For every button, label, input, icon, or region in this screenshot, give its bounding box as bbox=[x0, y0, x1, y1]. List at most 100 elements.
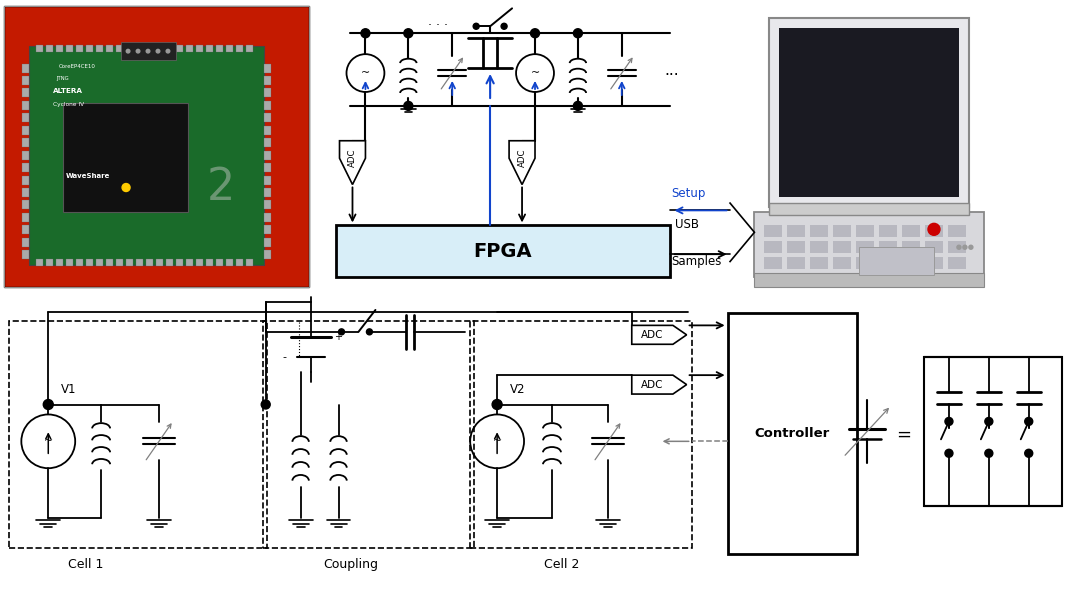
Bar bbox=[23, 238, 29, 247]
Bar bbox=[769, 204, 969, 216]
Text: Samples: Samples bbox=[672, 255, 723, 268]
Bar bbox=[226, 259, 233, 266]
Bar bbox=[23, 139, 29, 147]
Text: Coupling: Coupling bbox=[323, 558, 378, 571]
Bar bbox=[780, 28, 959, 198]
Bar bbox=[96, 259, 103, 266]
Bar bbox=[77, 259, 83, 266]
Bar bbox=[264, 88, 271, 97]
Bar bbox=[23, 150, 29, 159]
Bar bbox=[765, 225, 782, 237]
Text: Setup: Setup bbox=[672, 187, 706, 201]
Circle shape bbox=[969, 245, 973, 249]
Text: ALTERA: ALTERA bbox=[53, 88, 83, 94]
Circle shape bbox=[404, 101, 413, 110]
Bar bbox=[64, 103, 188, 213]
Circle shape bbox=[338, 329, 345, 335]
Text: USB: USB bbox=[675, 219, 699, 231]
Bar bbox=[176, 45, 183, 52]
Bar bbox=[879, 241, 897, 253]
Bar bbox=[810, 225, 828, 237]
Bar bbox=[186, 45, 193, 52]
Circle shape bbox=[166, 50, 170, 53]
Bar bbox=[765, 241, 782, 253]
Circle shape bbox=[963, 245, 967, 249]
Bar bbox=[264, 238, 271, 247]
Circle shape bbox=[136, 50, 139, 53]
Bar bbox=[176, 259, 183, 266]
Bar bbox=[23, 76, 29, 85]
Bar bbox=[166, 259, 173, 266]
Bar bbox=[226, 45, 233, 52]
Bar bbox=[37, 45, 43, 52]
Bar bbox=[23, 126, 29, 135]
Bar bbox=[879, 257, 897, 269]
Text: ADC: ADC bbox=[642, 380, 664, 390]
Bar bbox=[4, 7, 309, 287]
Polygon shape bbox=[509, 141, 535, 184]
Bar bbox=[23, 225, 29, 234]
Circle shape bbox=[122, 183, 130, 192]
Text: ...: ... bbox=[664, 63, 679, 78]
Bar bbox=[787, 257, 806, 269]
Bar bbox=[765, 257, 782, 269]
Bar bbox=[156, 45, 163, 52]
Bar bbox=[126, 259, 133, 266]
Bar bbox=[216, 259, 222, 266]
Bar bbox=[23, 88, 29, 97]
Bar bbox=[264, 201, 271, 210]
Bar bbox=[29, 46, 264, 265]
Text: Cell 1: Cell 1 bbox=[68, 558, 104, 571]
Polygon shape bbox=[339, 141, 365, 184]
Bar bbox=[860, 247, 934, 275]
Bar bbox=[136, 259, 143, 266]
Bar bbox=[264, 76, 271, 85]
Bar bbox=[902, 225, 920, 237]
Bar bbox=[206, 45, 213, 52]
Bar bbox=[136, 45, 143, 52]
Circle shape bbox=[404, 29, 413, 38]
Bar bbox=[106, 45, 113, 52]
Bar bbox=[216, 45, 222, 52]
Text: ~: ~ bbox=[530, 68, 540, 78]
Bar bbox=[166, 45, 173, 52]
Bar bbox=[126, 45, 133, 52]
Bar bbox=[23, 213, 29, 222]
Bar bbox=[86, 259, 93, 266]
Bar bbox=[23, 250, 29, 259]
Circle shape bbox=[366, 329, 373, 335]
Circle shape bbox=[261, 400, 270, 409]
Bar bbox=[106, 259, 113, 266]
Bar bbox=[924, 357, 1062, 506]
Bar bbox=[195, 259, 203, 266]
Bar bbox=[755, 273, 984, 287]
Bar bbox=[856, 241, 874, 253]
Bar bbox=[86, 45, 93, 52]
Bar bbox=[23, 188, 29, 197]
Bar bbox=[23, 201, 29, 210]
Bar bbox=[856, 225, 874, 237]
Bar bbox=[834, 225, 851, 237]
Bar bbox=[264, 101, 271, 110]
Text: ~: ~ bbox=[361, 68, 370, 78]
Text: =: = bbox=[896, 426, 912, 444]
Bar bbox=[879, 225, 897, 237]
Circle shape bbox=[928, 223, 940, 235]
Bar bbox=[336, 225, 670, 277]
Bar bbox=[246, 45, 253, 52]
Circle shape bbox=[492, 399, 502, 410]
Bar bbox=[948, 225, 966, 237]
Bar bbox=[902, 241, 920, 253]
Text: V2: V2 bbox=[510, 383, 526, 396]
Bar bbox=[264, 150, 271, 159]
Bar bbox=[856, 257, 874, 269]
Bar bbox=[116, 45, 123, 52]
Text: +: + bbox=[335, 332, 342, 342]
Bar bbox=[66, 45, 73, 52]
Circle shape bbox=[501, 23, 508, 29]
Bar bbox=[186, 259, 193, 266]
Bar bbox=[195, 45, 203, 52]
Bar bbox=[262, 321, 474, 548]
Bar bbox=[235, 259, 243, 266]
Bar bbox=[96, 45, 103, 52]
